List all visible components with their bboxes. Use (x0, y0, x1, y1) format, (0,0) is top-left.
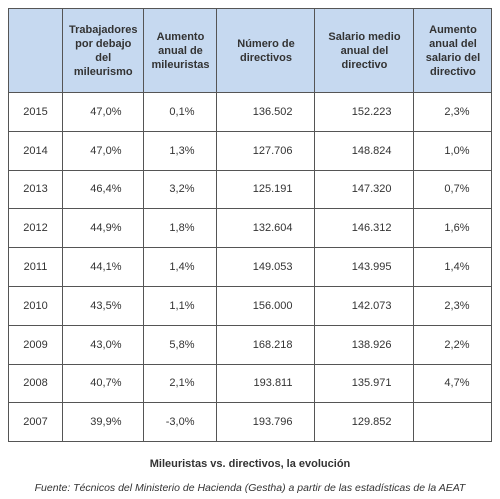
value-cell: 149.053 (216, 247, 316, 287)
value-cell: 168.218 (216, 324, 316, 365)
value-cell: 136.502 (216, 92, 316, 132)
table-row: 2009 43,0% 5,8% 168.218 138.926 2,2% (8, 324, 493, 365)
table-row: 2011 44,1% 1,4% 149.053 143.995 1,4% (8, 247, 493, 287)
value-cell: 193.796 (216, 402, 316, 443)
year-cell: 2015 (8, 92, 63, 132)
header-cell: Trabajadores por debajo del mileurismo (61, 8, 145, 93)
header-row: Trabajadores por debajo del mileurismo Au… (8, 8, 493, 93)
value-cell: 5,8% (143, 324, 218, 365)
table-row: 2013 46,4% 3,2% 125.191 147.320 0,7% (8, 169, 493, 210)
year-cell: 2013 (8, 169, 63, 210)
value-cell: 2,3% (413, 285, 493, 326)
value-cell: 156.000 (216, 285, 316, 326)
value-cell: 146.312 (314, 208, 415, 249)
value-cell: 125.191 (216, 169, 316, 210)
table-body: 2015 47,0% 0,1% 136.502 152.223 2,3% 2014 47,0%… (8, 92, 493, 443)
value-cell: 40,7% (61, 363, 145, 404)
year-cell: 2007 (8, 402, 63, 443)
value-cell: 2,2% (413, 324, 493, 365)
header-cell (8, 8, 63, 93)
value-cell: 1,1% (143, 285, 218, 326)
year-cell: 2011 (8, 247, 63, 287)
value-cell: 39,9% (61, 402, 145, 443)
value-cell: 1,0% (413, 130, 493, 171)
value-cell: 46,4% (61, 169, 145, 210)
table-row: 2015 47,0% 0,1% 136.502 152.223 2,3% (8, 92, 493, 132)
value-cell: 147.320 (314, 169, 415, 210)
value-cell: 2,3% (413, 92, 493, 132)
data-table: Trabajadores por debajo del mileurismo Au… (8, 8, 493, 443)
header-cell: Aumento anual de mileuristas (143, 8, 218, 93)
table-row: 2007 39,9% -3,0% 193.796 129.852 (8, 402, 493, 443)
year-cell: 2008 (8, 363, 63, 404)
year-cell: 2009 (8, 324, 63, 365)
value-cell: 1,8% (143, 208, 218, 249)
value-cell: 44,1% (61, 247, 145, 287)
value-cell: 44,9% (61, 208, 145, 249)
year-cell: 2014 (8, 130, 63, 171)
table-row: 2008 40,7% 2,1% 193.811 135.971 4,7% (8, 363, 493, 404)
value-cell: 3,2% (143, 169, 218, 210)
header-cell: Salario medio anual del directivo (314, 8, 415, 93)
value-cell: 1,4% (143, 247, 218, 287)
value-cell: 47,0% (61, 92, 145, 132)
value-cell: 129.852 (314, 402, 415, 443)
value-cell: 132.604 (216, 208, 316, 249)
value-cell: 47,0% (61, 130, 145, 171)
value-cell: 142.073 (314, 285, 415, 326)
value-cell: 4,7% (413, 363, 493, 404)
caption: Mileuristas vs. directivos, la evolución (149, 458, 351, 470)
value-cell: 193.811 (216, 363, 316, 404)
year-cell: 2012 (8, 208, 63, 249)
value-cell: 1,3% (143, 130, 218, 171)
header-cell: Número de directivos (216, 8, 316, 93)
value-cell: 152.223 (314, 92, 415, 132)
value-cell: 43,0% (61, 324, 145, 365)
value-cell: 135.971 (314, 363, 415, 404)
value-cell: 0,1% (143, 92, 218, 132)
table-row: 2010 43,5% 1,1% 156.000 142.073 2,3% (8, 285, 493, 326)
value-cell: 1,6% (413, 208, 493, 249)
table-row: 2012 44,9% 1,8% 132.604 146.312 1,6% (8, 208, 493, 249)
value-cell: 43,5% (61, 285, 145, 326)
value-cell: 1,4% (413, 247, 493, 287)
value-cell: 127.706 (216, 130, 316, 171)
value-cell: 143.995 (314, 247, 415, 287)
empty-cell (413, 402, 493, 443)
value-cell: 138.926 (314, 324, 415, 365)
value-cell: 148.824 (314, 130, 415, 171)
table-row: 2014 47,0% 1,3% 127.706 148.824 1,0% (8, 130, 493, 171)
value-cell: -3,0% (143, 402, 218, 443)
year-cell: 2010 (8, 285, 63, 326)
value-cell: 2,1% (143, 363, 218, 404)
source-note: Fuente: Técnicos del Ministerio de Hacie… (34, 482, 466, 494)
value-cell: 0,7% (413, 169, 493, 210)
header-cell: Aumento anual del salario del directivo (413, 8, 493, 93)
